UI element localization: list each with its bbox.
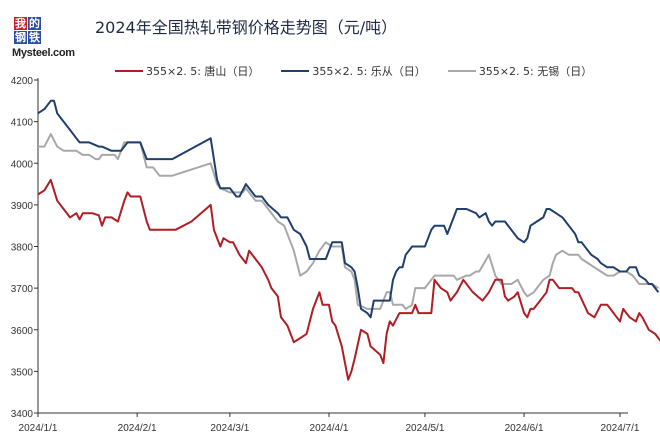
legend-label: 355×2. 5: 唐山（日） <box>146 65 260 78</box>
y-tick-label: 3600 <box>11 326 34 337</box>
mysteel-logo: 我 的 钢 铁 Mysteel.com <box>8 14 88 60</box>
logo-char-3: 钢 <box>14 31 27 44</box>
series-line <box>37 178 660 381</box>
y-tick-label: 4200 <box>11 76 34 87</box>
legend-swatch-icon <box>281 70 310 72</box>
x-tick-label: 2024/1/1 <box>19 423 58 434</box>
x-tick-label: 2024/3/1 <box>210 423 249 434</box>
logo-char-4: 铁 <box>28 31 41 44</box>
legend-label: 355×2. 5: 无锡（日） <box>478 65 593 78</box>
chart-title: 2024年全国热轧带钢价格走势图（元/吨） <box>95 18 398 37</box>
x-tick-label: 2024/7/1 <box>601 423 640 434</box>
logo-char-2: 的 <box>28 17 41 30</box>
y-tick-label: 3900 <box>11 201 34 212</box>
legend-label: 355×2. 5: 乐从（日） <box>312 65 426 78</box>
y-tick-label: 3500 <box>11 367 34 378</box>
logo-char-1: 我 <box>14 17 27 30</box>
logo-brand-text: Mysteel.com <box>12 47 75 59</box>
chart-series <box>37 99 660 381</box>
y-tick-label: 4100 <box>11 118 34 129</box>
y-tick-label: 3400 <box>11 409 34 420</box>
y-tick-label: 3700 <box>11 284 34 295</box>
series-line <box>37 99 660 319</box>
x-tick-label: 2024/6/1 <box>505 423 544 434</box>
legend-item-tangshan: 355×2. 5: 唐山（日） <box>115 63 259 79</box>
legend-item-wuxi: 355×2. 5: 无锡（日） <box>447 63 593 79</box>
chart-legend: 355×2. 5: 唐山（日） 355×2. 5: 乐从（日） 355×2. 5… <box>115 63 592 79</box>
legend-swatch-icon <box>447 70 476 72</box>
x-tick-label: 2024/4/1 <box>310 423 349 434</box>
chart-axes: 3400 3500 3600 3700 3800 3900 4000 4100 4200 2024… <box>11 76 640 434</box>
x-tick-label: 2024/2/1 <box>118 423 157 434</box>
y-tick-label: 4000 <box>11 159 34 170</box>
legend-item-lecong: 355×2. 5: 乐从（日） <box>281 63 426 79</box>
y-tick-label: 3800 <box>11 243 34 254</box>
x-tick-label: 2024/5/1 <box>405 423 444 434</box>
legend-swatch-icon <box>115 70 143 72</box>
